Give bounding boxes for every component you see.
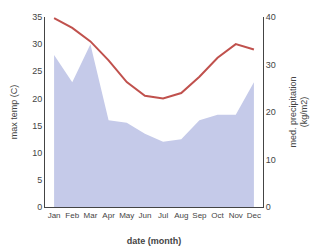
- svg-text:Jul: Jul: [158, 211, 168, 220]
- svg-text:Mar: Mar: [84, 211, 98, 220]
- svg-text:Apr: Apr: [102, 211, 115, 220]
- svg-text:Dec: Dec: [247, 211, 261, 220]
- svg-text:35: 35: [32, 12, 42, 22]
- svg-text:Jun: Jun: [138, 211, 151, 220]
- svg-text:0: 0: [37, 202, 42, 212]
- svg-text:Nov: Nov: [229, 211, 243, 220]
- svg-text:25: 25: [32, 66, 42, 76]
- svg-text:15: 15: [32, 121, 42, 131]
- svg-text:20: 20: [266, 107, 276, 117]
- svg-text:Aug: Aug: [174, 211, 188, 220]
- svg-text:Oct: Oct: [211, 211, 224, 220]
- svg-text:Jan: Jan: [48, 211, 61, 220]
- svg-text:10: 10: [32, 148, 42, 158]
- svg-text:Sep: Sep: [192, 211, 207, 220]
- svg-text:20: 20: [32, 94, 42, 104]
- svg-text:30: 30: [32, 39, 42, 49]
- svg-text:Feb: Feb: [65, 211, 79, 220]
- svg-text:med. precipitation(kg/m2): med. precipitation(kg/m2): [288, 76, 310, 147]
- svg-text:May: May: [119, 211, 134, 220]
- svg-text:5: 5: [37, 175, 42, 185]
- svg-text:max temp (C): max temp (C): [9, 85, 19, 140]
- svg-text:40: 40: [266, 12, 276, 22]
- svg-text:10: 10: [266, 155, 276, 165]
- svg-text:date (month): date (month): [127, 236, 182, 246]
- svg-text:0: 0: [266, 202, 271, 212]
- svg-text:30: 30: [266, 60, 276, 70]
